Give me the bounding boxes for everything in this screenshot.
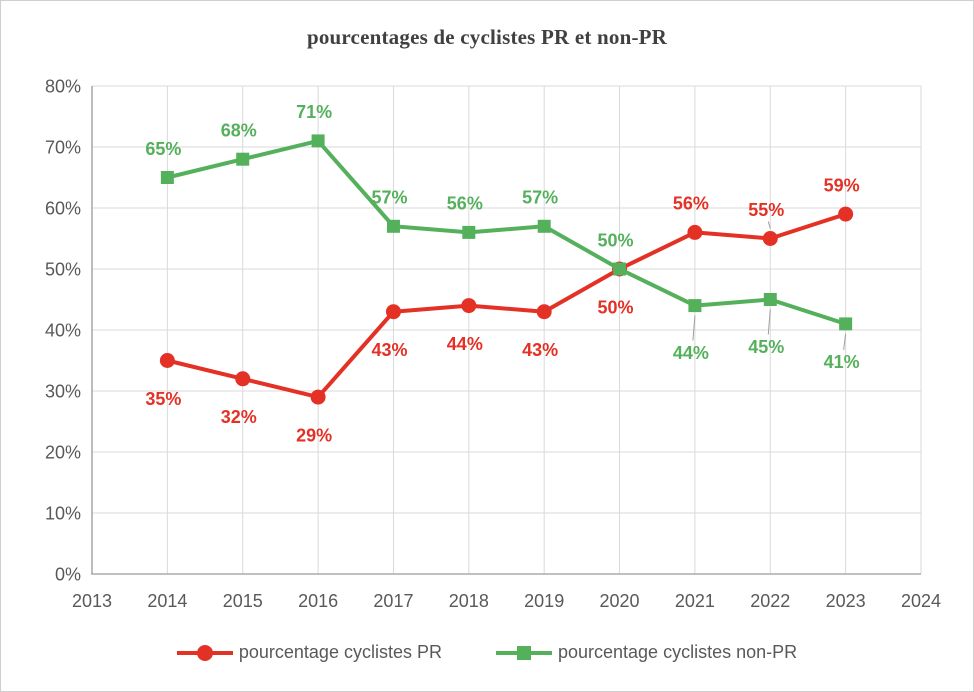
x-axis-tick-label: 2022: [750, 591, 790, 611]
data-point-marker: [688, 299, 702, 313]
data-label: 68%: [221, 121, 257, 141]
y-axis-tick-label: 80%: [45, 76, 81, 96]
data-label: 56%: [673, 194, 709, 214]
data-label: 59%: [824, 175, 860, 195]
data-point-marker: [311, 134, 325, 148]
data-point-marker: [386, 219, 400, 233]
data-point-marker: [537, 219, 551, 233]
data-label: 57%: [371, 188, 407, 208]
y-axis-tick-label: 50%: [45, 259, 81, 279]
y-axis-tick-label: 20%: [45, 442, 81, 462]
data-label: 45%: [748, 337, 784, 357]
x-axis-tick-label: 2013: [72, 591, 112, 611]
data-label: 50%: [598, 297, 634, 317]
y-axis-tick-label: 30%: [45, 381, 81, 401]
data-point-marker: [235, 371, 251, 387]
data-label: 35%: [145, 389, 181, 409]
data-label: 44%: [673, 343, 709, 363]
data-label: 50%: [598, 230, 634, 250]
x-axis-tick-label: 2016: [298, 591, 338, 611]
series-line-non-pr: [165, 138, 848, 326]
data-point-marker: [762, 231, 778, 246]
x-axis-tick-label: 2024: [901, 591, 941, 611]
data-point-marker: [613, 262, 627, 276]
x-axis-tick-label: 2014: [147, 591, 187, 611]
y-axis-tick-label: 40%: [45, 320, 81, 340]
series-line-pr: [165, 212, 848, 400]
data-label: 44%: [447, 334, 483, 354]
legend-marker-non-pr-icon: [495, 645, 552, 660]
data-label: 71%: [296, 102, 332, 122]
data-label: 41%: [824, 352, 860, 372]
data-point-marker: [687, 224, 703, 240]
legend-label-non-pr: pourcentage cyclistes non-PR: [557, 642, 798, 662]
y-axis-tick-label: 70%: [45, 137, 81, 157]
y-axis-tick-label: 0%: [55, 564, 81, 584]
x-axis-tick-label: 2021: [675, 591, 715, 611]
x-axis-tick-label: 2017: [373, 591, 413, 611]
data-label: 56%: [447, 194, 483, 214]
x-axis-tick-label: 2020: [600, 591, 640, 611]
x-axis-tick-label: 2019: [524, 591, 564, 611]
data-label: 29%: [296, 425, 332, 445]
data-label: 65%: [145, 139, 181, 159]
x-axis-tick-label: 2023: [826, 591, 866, 611]
data-point-marker: [385, 304, 401, 320]
data-label-leader-line: [843, 333, 847, 350]
data-label: 57%: [522, 188, 558, 208]
data-point-marker: [462, 225, 476, 239]
data-label: 32%: [221, 407, 257, 427]
data-point-marker: [461, 298, 477, 314]
data-label-leader-line: [692, 315, 696, 341]
x-axis-tick-label: 2018: [449, 591, 489, 611]
chart-title: pourcentages de cyclistes PR et non-PR: [306, 25, 668, 49]
data-label: 55%: [748, 200, 784, 220]
data-label-leader-line: [767, 221, 771, 229]
legend-label-pr: pourcentage cyclistes PR: [238, 642, 442, 662]
data-point-marker: [236, 152, 250, 166]
legend-marker-pr-icon: [176, 644, 233, 661]
legend-item-pr: pourcentage cyclistes PR: [176, 642, 442, 663]
legend-item-non-pr: pourcentage cyclistes non-PR: [495, 642, 798, 663]
data-point-marker: [838, 206, 854, 222]
y-axis-tick-label: 60%: [45, 198, 81, 218]
data-point-marker: [839, 317, 853, 331]
legend: pourcentage cyclistes PR pourcentage cycl…: [1, 642, 973, 663]
data-point-marker: [159, 353, 175, 368]
data-point-marker: [160, 171, 174, 184]
data-point-marker: [536, 304, 552, 320]
data-point-marker: [310, 389, 326, 405]
data-point-marker: [763, 293, 777, 306]
data-label: 43%: [371, 340, 407, 360]
y-axis-tick-label: 10%: [45, 503, 81, 523]
data-label-leader-line: [767, 309, 771, 335]
x-axis-tick-label: 2015: [223, 591, 263, 611]
data-label: 43%: [522, 340, 558, 360]
